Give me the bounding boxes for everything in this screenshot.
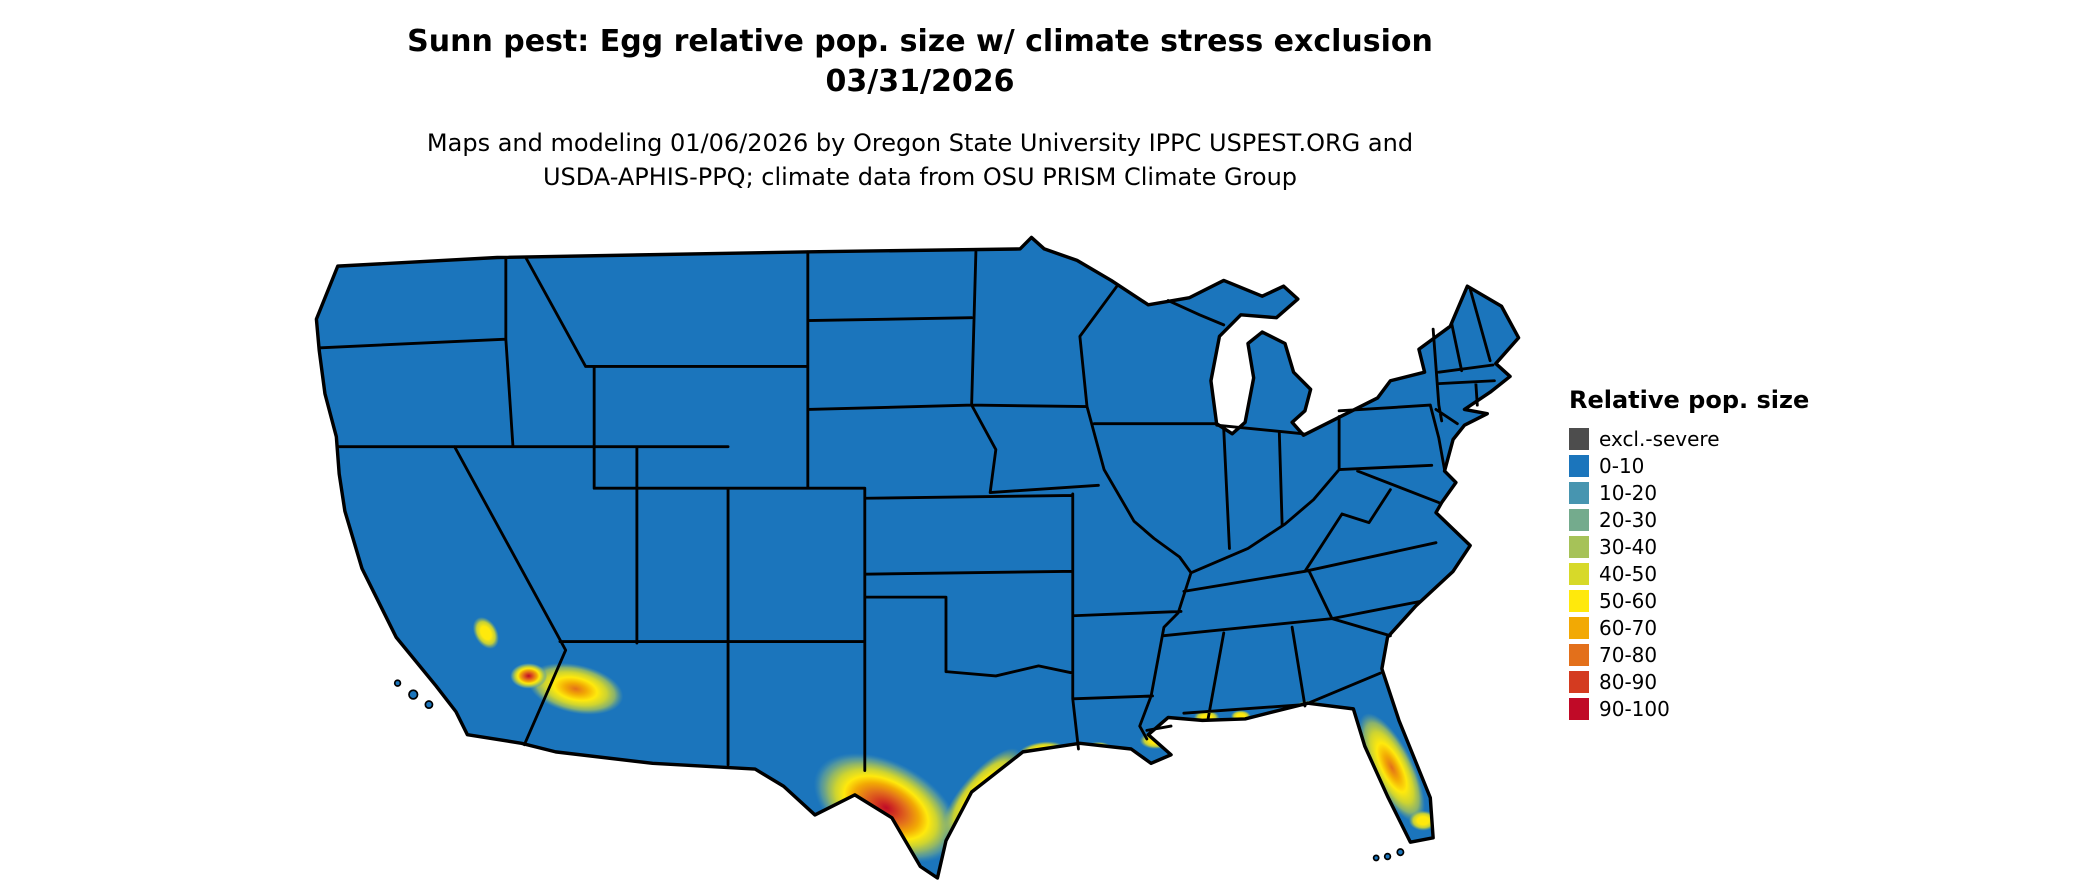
legend-item: 10-20 <box>1569 482 1829 504</box>
legend-item-label: 20-30 <box>1599 508 1658 532</box>
legend-item: excl.-severe <box>1569 428 1829 450</box>
island <box>1396 848 1405 857</box>
caption-block: Maps and modeling 01/06/2026 by Oregon S… <box>0 126 1840 194</box>
us-map <box>305 226 1530 888</box>
island <box>424 700 434 710</box>
map-date: 03/31/2026 <box>825 64 1015 99</box>
legend-swatch <box>1569 563 1589 585</box>
legend-items: excl.-severe 0-10 10-20 20-30 30-40 40-5… <box>1569 428 1829 720</box>
caption-line-1: Maps and modeling 01/06/2026 by Oregon S… <box>426 129 1414 157</box>
legend-item-label: 50-60 <box>1599 589 1658 613</box>
legend-item-label: 0-10 <box>1599 454 1645 478</box>
legend-swatch <box>1569 455 1589 477</box>
legend-item-label: excl.-severe <box>1599 427 1720 451</box>
legend-item-label: 30-40 <box>1599 535 1658 559</box>
island <box>408 689 419 700</box>
hotspot-arizona <box>528 662 624 715</box>
island <box>393 679 402 687</box>
legend-item: 20-30 <box>1569 509 1829 531</box>
legend-item: 50-60 <box>1569 590 1829 612</box>
legend-swatch <box>1569 698 1589 720</box>
legend-item: 0-10 <box>1569 455 1829 477</box>
legend-item-label: 80-90 <box>1599 670 1658 694</box>
legend-swatch <box>1569 482 1589 504</box>
legend-item: 80-90 <box>1569 671 1829 693</box>
hotspot-california-valley <box>472 616 499 649</box>
legend-item: 70-80 <box>1569 644 1829 666</box>
legend-item: 60-70 <box>1569 617 1829 639</box>
map-title: Sunn pest: Egg relative pop. size w/ cli… <box>407 24 1433 59</box>
legend-item-label: 60-70 <box>1599 616 1658 640</box>
legend-item: 30-40 <box>1569 536 1829 558</box>
legend-swatch <box>1569 536 1589 558</box>
hotspot-arizona-core <box>510 663 548 689</box>
channel-islands <box>393 679 434 710</box>
island <box>1372 854 1380 862</box>
legend: Relative pop. size excl.-severe 0-10 10-… <box>1569 386 1829 725</box>
legend-item: 90-100 <box>1569 698 1829 720</box>
legend-swatch <box>1569 428 1589 450</box>
hotspot-florida <box>1358 713 1425 823</box>
florida-keys <box>1372 848 1405 862</box>
legend-swatch <box>1569 590 1589 612</box>
us-map-svg <box>314 235 1521 880</box>
legend-title: Relative pop. size <box>1569 386 1810 414</box>
title-block: Sunn pest: Egg relative pop. size w/ cli… <box>0 22 1840 194</box>
legend-item: 40-50 <box>1569 563 1829 585</box>
legend-swatch <box>1569 671 1589 693</box>
caption-line-2: USDA-APHIS-PPQ; climate data from OSU PR… <box>542 163 1298 191</box>
legend-item-label: 40-50 <box>1599 562 1658 586</box>
state-borders <box>319 250 1496 772</box>
legend-item-label: 90-100 <box>1599 697 1670 721</box>
legend-swatch <box>1569 617 1589 639</box>
us-outline-stroke <box>314 235 1521 880</box>
legend-swatch <box>1569 509 1589 531</box>
island <box>1383 852 1392 861</box>
legend-swatch <box>1569 644 1589 666</box>
legend-item-label: 70-80 <box>1599 643 1658 667</box>
legend-item-label: 10-20 <box>1599 481 1658 505</box>
